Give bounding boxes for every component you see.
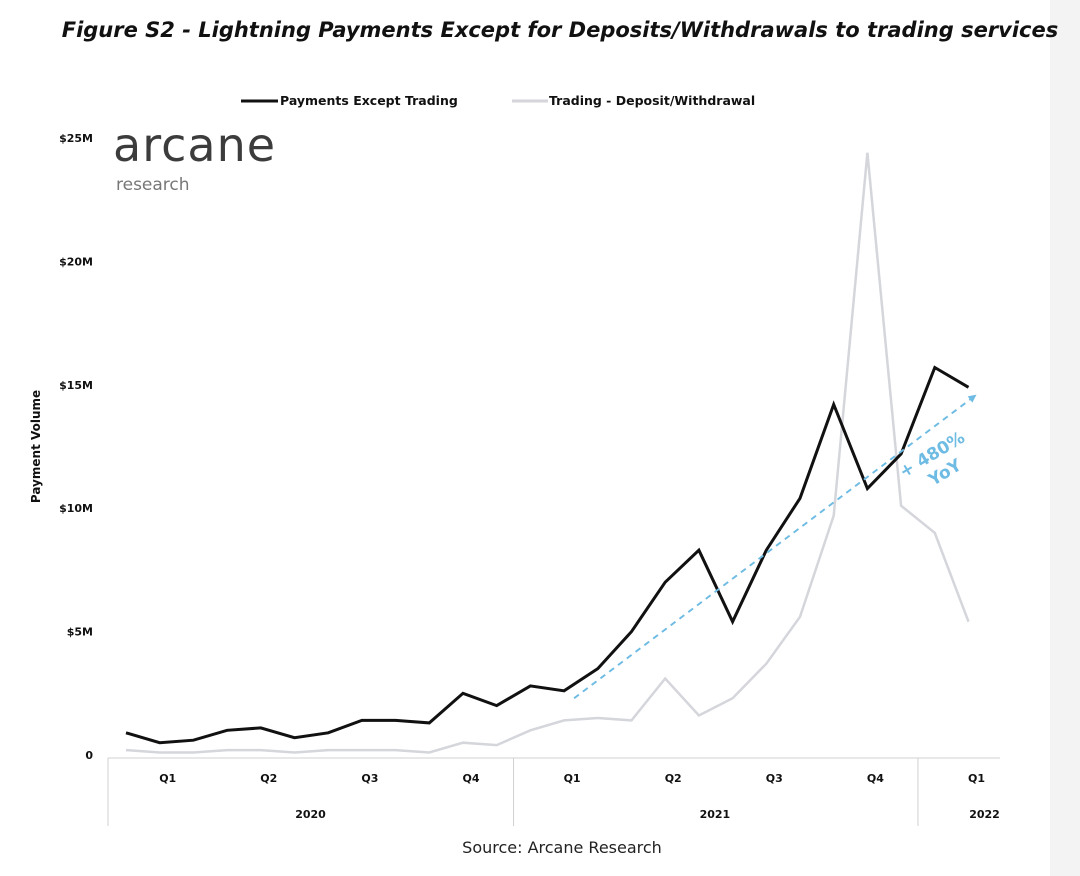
x-tick-label: Q4 xyxy=(462,772,479,785)
y-tick-label: $10M xyxy=(59,502,93,515)
x-tick-label: Q4 xyxy=(867,772,884,785)
x-year-label: 2021 xyxy=(700,808,731,821)
x-tick-label: Q2 xyxy=(665,772,682,785)
figure-title: Figure S2 - Lightning Payments Except fo… xyxy=(61,18,1059,42)
page-edge-shade xyxy=(1050,0,1080,876)
x-tick-label: Q1 xyxy=(968,772,985,785)
y-tick-label: 0 xyxy=(85,749,93,762)
x-year-label: 2022 xyxy=(969,808,1000,821)
y-tick-label: $15M xyxy=(59,379,93,392)
y-tick-label: $25M xyxy=(59,132,93,145)
arcane-logo: arcane xyxy=(113,118,277,172)
legend-label: Trading - Deposit/Withdrawal xyxy=(549,93,755,108)
y-tick-label: $20M xyxy=(59,255,93,268)
trend-arrow-line xyxy=(573,393,978,700)
trend-arrow-head xyxy=(967,394,977,403)
y-axis-label: Payment Volume xyxy=(29,390,43,503)
x-tick-label: Q1 xyxy=(159,772,176,785)
series-line-trading-deposit-withdrawal xyxy=(125,152,970,754)
x-tick-label: Q2 xyxy=(260,772,277,785)
x-tick-label: Q3 xyxy=(766,772,783,785)
x-tick-label: Q1 xyxy=(564,772,581,785)
x-tick-label: Q3 xyxy=(361,772,378,785)
series-line-payments-except-trading xyxy=(125,365,970,745)
arcane-logo-tagline: research xyxy=(116,175,190,195)
legend-label: Payments Except Trading xyxy=(280,93,458,108)
y-tick-label: $5M xyxy=(67,626,93,639)
source-note: Source: Arcane Research xyxy=(462,838,662,857)
x-year-label: 2020 xyxy=(295,808,326,821)
